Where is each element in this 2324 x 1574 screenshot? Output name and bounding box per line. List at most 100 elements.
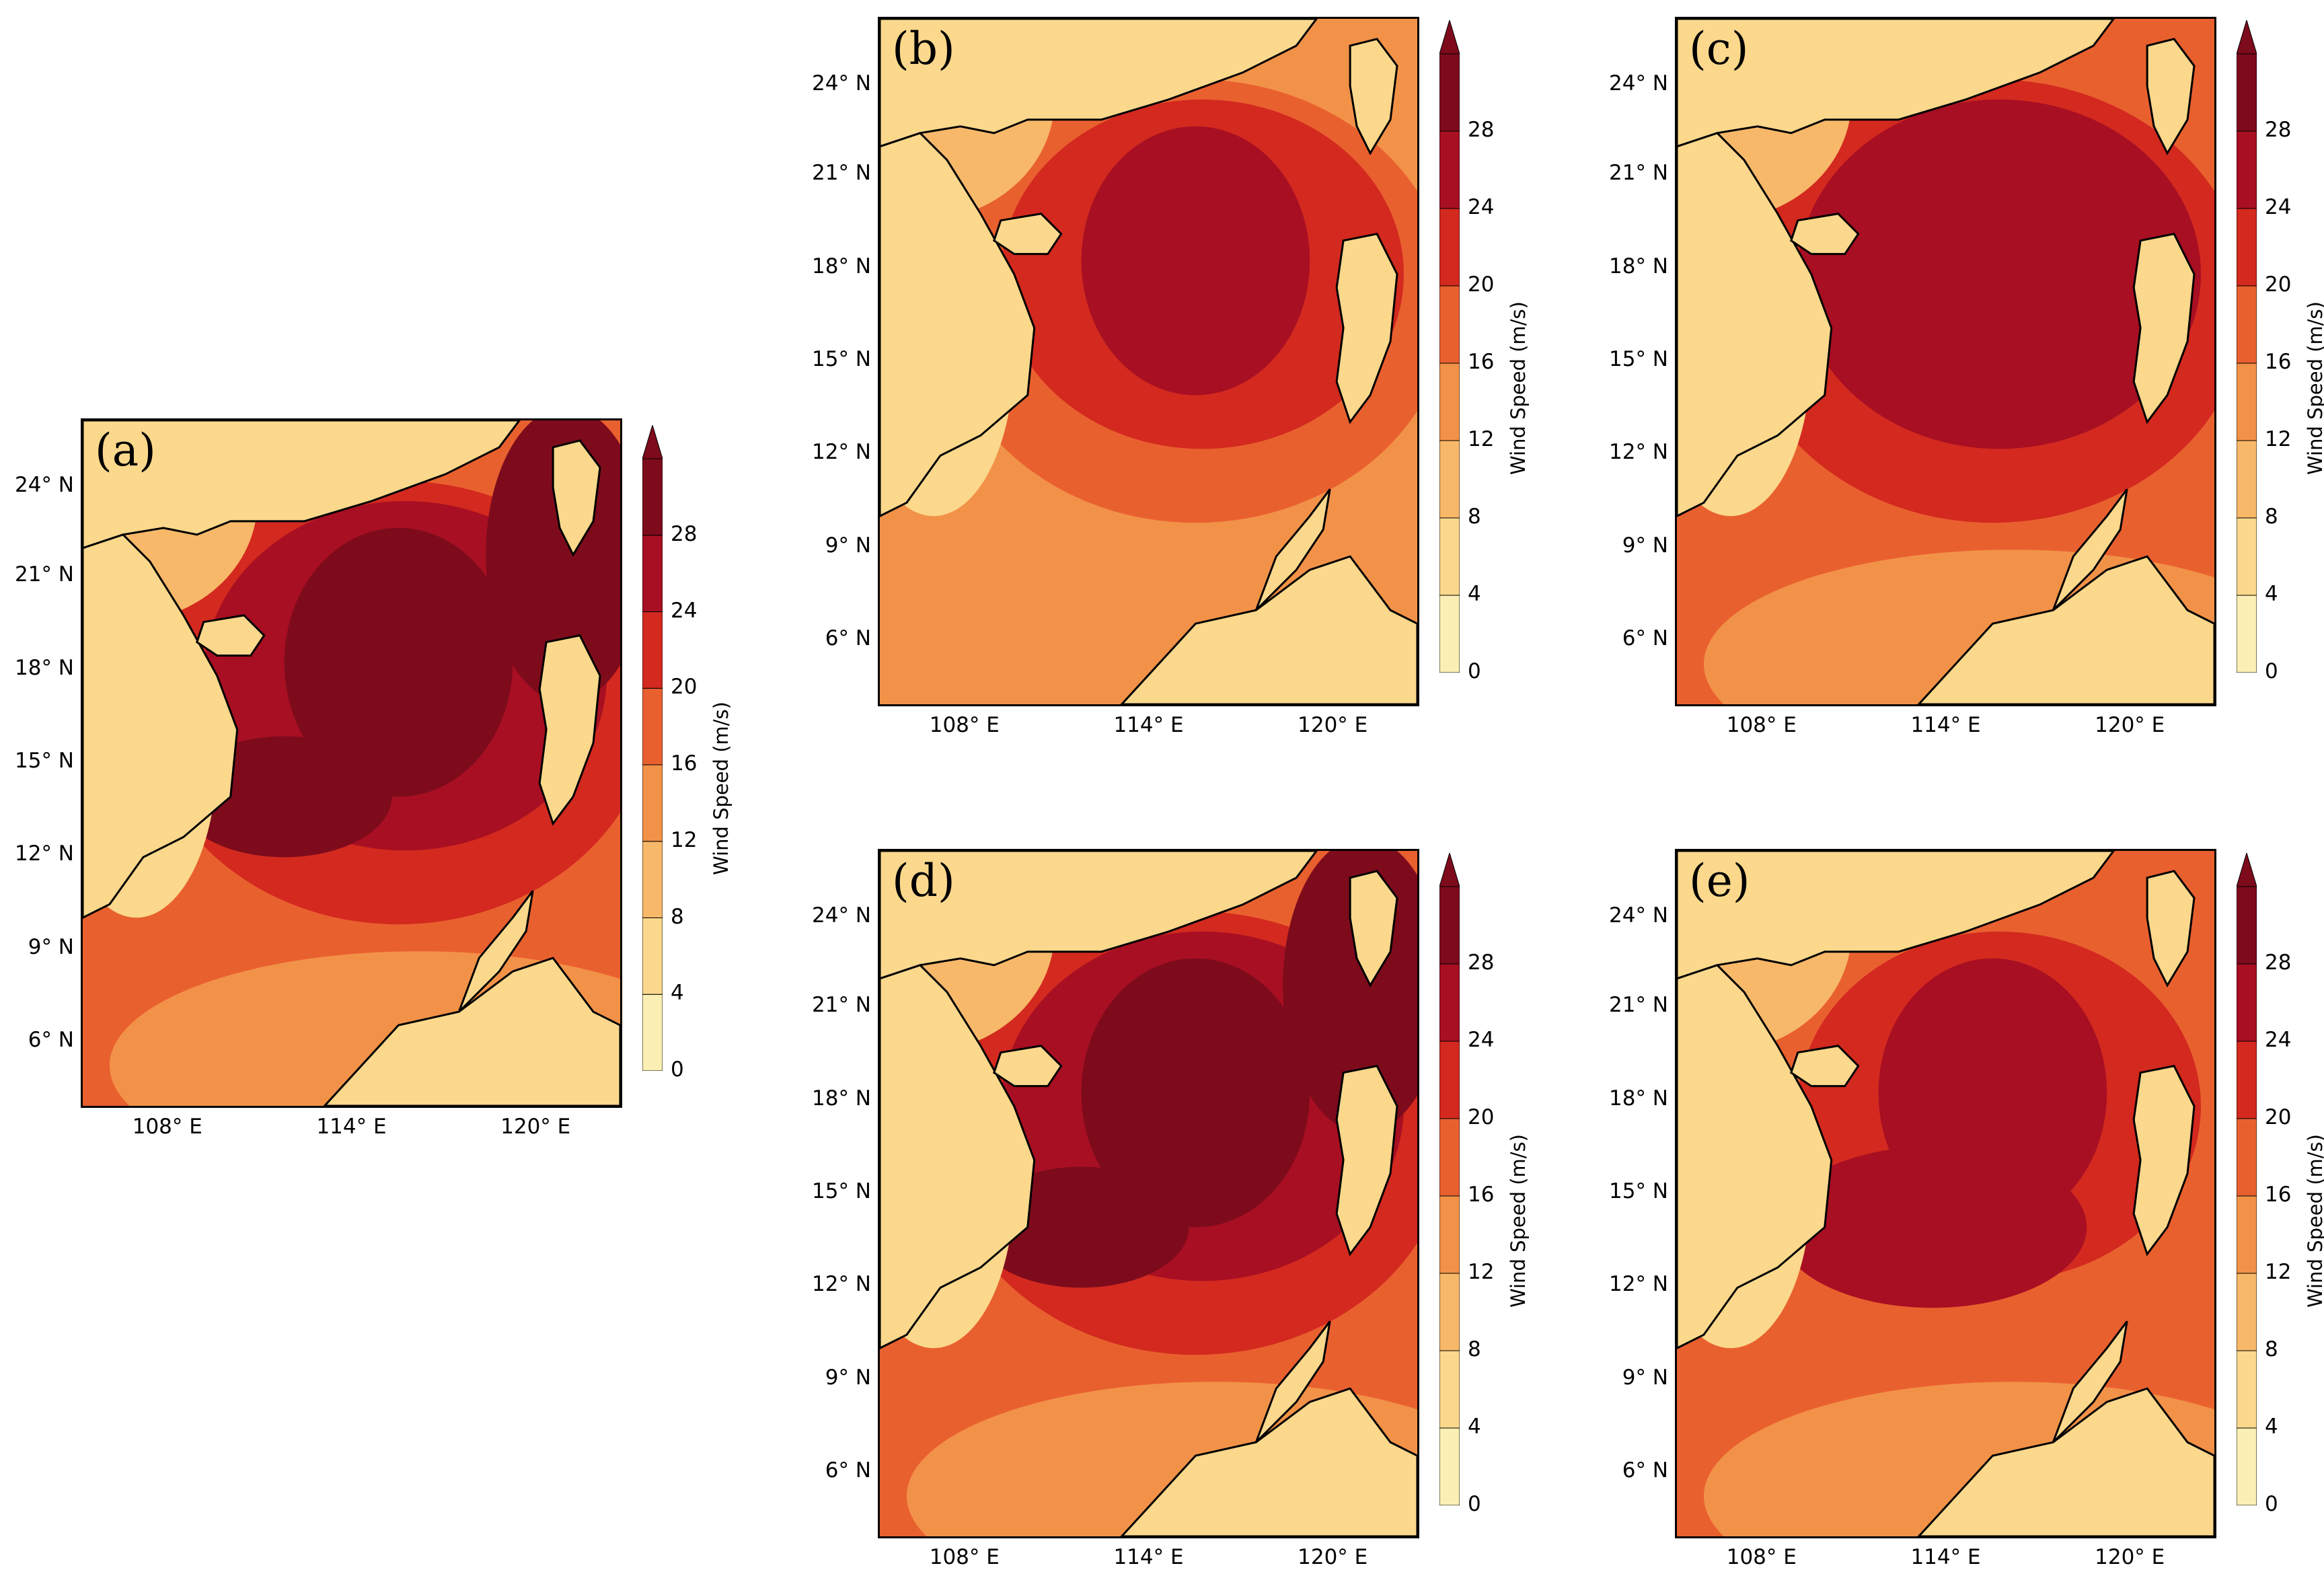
latitude-tick-label: 24° N (812, 903, 871, 928)
latitude-tick-label: 12° N (812, 1272, 871, 1297)
colorbar-segment (642, 458, 663, 536)
latitude-tick-label: 21° N (1609, 161, 1668, 186)
longitude-tick-label: 108° E (1726, 713, 1797, 737)
colorbar-segment (642, 841, 663, 918)
colorbar-segment (2236, 53, 2257, 132)
colorbar-tick-label: 12 (671, 827, 698, 852)
colorbar-tick-label: 20 (2265, 272, 2292, 297)
island-hainan (993, 213, 1063, 256)
map-frame: (a) (81, 418, 622, 1108)
longitude-tick-label: 120° E (1298, 713, 1368, 737)
colorbar-tick-label: 8 (2265, 1337, 2278, 1361)
latitude-tick-label: 15° N (1609, 347, 1668, 371)
colorbar-segment (2236, 1273, 2257, 1351)
latitude-tick-label: 12° N (1609, 1272, 1668, 1297)
colorbar-tick-label: 4 (2265, 582, 2278, 606)
colorbar-tick-label: 12 (2265, 1260, 2292, 1284)
island-luzon (538, 634, 601, 826)
colorbar-segment (1439, 886, 1460, 965)
colorbar-tick-label: 16 (2265, 350, 2292, 374)
colorbar-tick-label: 8 (671, 904, 684, 929)
colorbar (1439, 19, 1460, 673)
colorbar-title: Wind Speed (m/s) (2304, 301, 2324, 475)
colorbar (2236, 852, 2257, 1506)
panel-label: (e) (1689, 855, 1750, 907)
colorbar (1439, 852, 1460, 1506)
island-taiwan (1349, 870, 1398, 987)
colorbar-segment (2236, 886, 2257, 965)
latitude-tick-label: 12° N (812, 440, 871, 465)
latitude-tick-label: 18° N (1609, 254, 1668, 278)
colorbar-tick-label: 20 (1468, 272, 1495, 297)
latitude-tick-label: 21° N (1609, 993, 1668, 1018)
latitude-tick-label: 18° N (812, 254, 871, 278)
wind-speed-map (880, 851, 1417, 1536)
island-hainan (1790, 1045, 1860, 1088)
panel-label: (c) (1689, 23, 1749, 75)
longitude-tick-label: 120° E (500, 1115, 571, 1139)
colorbar-tick-label: 12 (2265, 427, 2292, 451)
colorbar-segment (642, 687, 663, 765)
latitude-tick-label: 18° N (1609, 1086, 1668, 1111)
colorbar-segment (1439, 1118, 1460, 1197)
island-palawan (2052, 488, 2128, 611)
latitude-tick-label: 15° N (812, 347, 871, 371)
latitude-tick-label: 6° N (825, 626, 871, 651)
coastline-indochina (880, 132, 1036, 517)
colorbar-scale (2236, 852, 2257, 1506)
island-taiwan (2146, 38, 2196, 155)
colorbar (2236, 19, 2257, 673)
map-frame: (e) (1675, 849, 2216, 1538)
longitude-tick-label: 108° E (1726, 1545, 1797, 1569)
coastline-borneo (1120, 1387, 1417, 1536)
island-hainan (993, 1045, 1063, 1088)
island-hainan (196, 614, 266, 657)
coastline-borneo (1917, 555, 2214, 704)
latitude-tick-label: 24° N (15, 473, 74, 497)
latitude-tick-label: 6° N (825, 1458, 871, 1483)
coastline-borneo (323, 957, 620, 1106)
colorbar-tick-label: 16 (2265, 1183, 2292, 1207)
island-luzon (1335, 232, 1398, 424)
longitude-tick-label: 114° E (1113, 1545, 1184, 1569)
colorbar-tick-label: 28 (671, 521, 698, 546)
latitude-tick-label: 21° N (812, 161, 871, 186)
latitude-tick-label: 9° N (28, 934, 74, 959)
latitude-tick-label: 9° N (1622, 1365, 1668, 1390)
colorbar-segment (2236, 1118, 2257, 1197)
wind-speed-map (880, 19, 1417, 704)
colorbar-segment (1439, 963, 1460, 1042)
colorbar-tick-label: 0 (1468, 659, 1481, 683)
latitude-tick-label: 12° N (15, 841, 74, 866)
wind-core (1777, 1146, 2087, 1308)
colorbar-tick-label: 24 (1468, 195, 1495, 219)
map-frame: (b) (878, 17, 1419, 706)
colorbar-extend-arrow (2236, 852, 2257, 887)
colorbar-segment (1439, 517, 1460, 596)
latitude-tick-label: 18° N (15, 655, 74, 680)
map-frame: (d) (878, 849, 1419, 1538)
colorbar-tick-label: 8 (1468, 504, 1481, 529)
latitude-tick-label: 24° N (1609, 903, 1668, 928)
island-taiwan (2146, 870, 2196, 987)
colorbar-tick-label: 0 (671, 1057, 684, 1082)
colorbar-tick-label: 4 (671, 981, 684, 1006)
latitude-tick-label: 24° N (812, 71, 871, 96)
colorbar-segment (642, 917, 663, 995)
latitude-tick-label: 15° N (812, 1179, 871, 1203)
colorbar-tick-label: 28 (1468, 950, 1495, 975)
colorbar-segment (1439, 1195, 1460, 1274)
colorbar-tick-label: 20 (1468, 1105, 1495, 1129)
longitude-tick-label: 114° E (1910, 713, 1981, 737)
colorbar-title: Wind Speed (m/s) (1507, 1133, 1530, 1308)
colorbar-title: Wind Speed (m/s) (2304, 1133, 2324, 1308)
colorbar-segment (2236, 440, 2257, 519)
colorbar-tick-label: 8 (1468, 1337, 1481, 1361)
colorbar-tick-label: 28 (1468, 118, 1495, 142)
colorbar-segment (2236, 517, 2257, 596)
colorbar-segment (1439, 363, 1460, 441)
island-palawan (2052, 1320, 2128, 1444)
colorbar-scale (1439, 19, 1460, 673)
colorbar-segment (1439, 595, 1460, 673)
panel-label: (d) (892, 855, 955, 907)
